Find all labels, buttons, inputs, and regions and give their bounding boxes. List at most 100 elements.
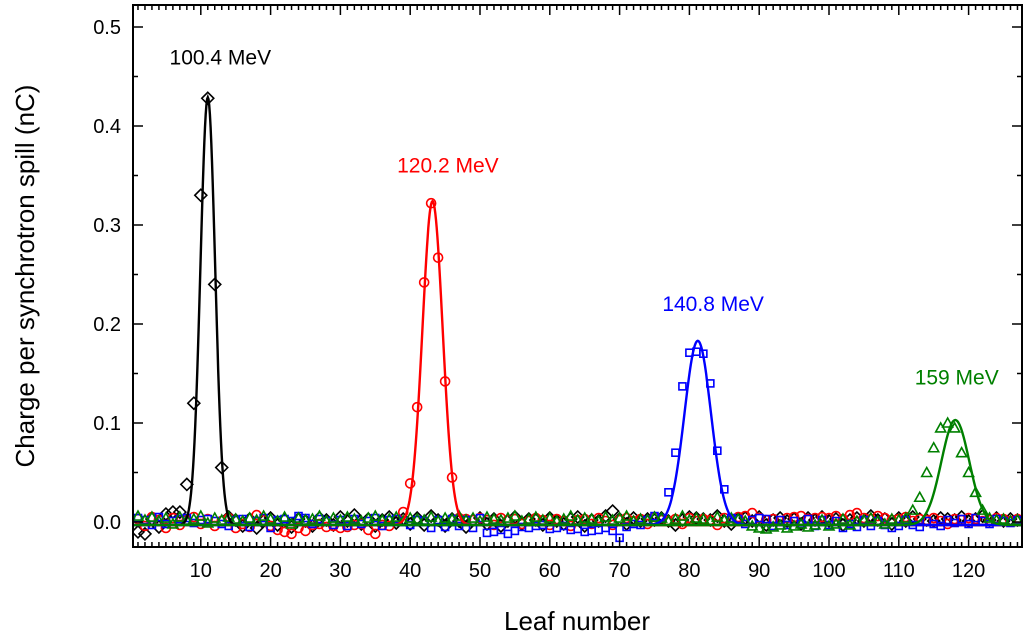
x-axis-label: Leaf number [504,606,650,636]
data-point [948,421,961,433]
data-point [369,528,381,540]
series-layer [133,91,1022,543]
data-point [341,510,354,522]
data-point [278,510,291,522]
x-tick-label: 90 [748,560,770,582]
data-point [671,448,680,458]
data-point [404,478,416,489]
data-point [746,507,758,519]
fit-curve [133,93,1022,527]
data-point [608,526,617,536]
data-point [410,512,424,524]
data-point [503,529,513,539]
data-point [186,396,201,411]
data-point [915,522,925,532]
data-point [424,508,439,524]
fit-curve [133,418,1022,527]
data-point [279,526,290,538]
y-tick-label: 0.0 [93,512,121,534]
data-point [508,509,522,521]
series-circle [133,197,1022,540]
data-point [969,485,982,498]
data-point [927,441,941,453]
data-point [194,509,208,521]
data-point [564,509,578,521]
data-point [286,528,297,540]
data-point [913,490,927,503]
data-point [166,517,180,529]
data-point [440,522,450,532]
data-point [245,522,254,532]
data-point [257,509,270,521]
data-point [389,510,403,522]
data-point [724,511,738,523]
data-point [710,510,724,522]
data-point [452,509,466,521]
x-tick-label: 80 [678,560,700,582]
data-point [648,510,661,522]
x-tick-label: 110 [883,560,915,582]
data-point [864,511,878,523]
x-tick-label: 100 [812,560,845,582]
data-point [208,511,222,523]
data-point [285,517,298,529]
data-point [690,511,703,523]
peak-annotation: 120.2 MeV [397,155,499,178]
data-point [678,382,687,391]
data-point [976,503,989,515]
series-diamond [133,91,1022,542]
data-point [137,526,153,542]
data-point [899,511,913,523]
y-axis-label: Charge per synchrotron spill (nC) [10,85,40,468]
data-point [133,509,145,521]
data-point [955,446,968,458]
data-point [368,509,382,521]
data-point [713,446,722,456]
data-point [543,511,557,523]
data-point [634,512,647,524]
plot-area: 100.4 MeV 120.2 MeV 140.8 MeV 159 MeV [133,47,1022,543]
data-point [775,515,785,525]
y-tick-label: 0.1 [93,413,121,435]
x-tick-label: 30 [329,560,351,582]
x-tick-label: 60 [539,560,561,582]
data-point [300,525,311,537]
y-tick-label: 0.2 [93,314,121,336]
x-tick-label: 40 [399,560,421,582]
data-point [585,512,599,524]
axis-ticks: 10 20 30 40 50 60 70 80 90 100 110 120 0.0 0.1 0.2 0.3 0… [93,5,1022,582]
data-point [664,487,673,497]
data-point [292,511,305,523]
fit-curve [133,199,1022,527]
x-tick-label: 10 [190,560,212,582]
data-point [605,503,620,519]
peak-annotation: 100.4 MeV [170,47,272,70]
data-point [816,511,828,523]
data-point [963,512,974,524]
data-point [957,514,966,524]
data-point [941,416,955,428]
y-tick-label: 0.3 [93,215,121,237]
data-point [697,512,710,524]
data-point [173,510,187,522]
data-point [510,526,520,536]
x-tick-label: 50 [469,560,491,582]
data-point [599,510,612,522]
data-point [424,510,438,522]
data-point [752,521,766,533]
data-point [920,465,934,478]
data-point [997,512,1010,524]
series-square [133,347,1022,543]
series-triangle [133,416,1022,534]
data-point [836,512,850,524]
data-point [321,521,332,533]
data-point [487,512,501,524]
data-point [243,511,257,523]
peak-annotation: 159 MeV [915,366,999,389]
data-point [229,512,243,524]
data-point [794,517,808,529]
data-point [438,511,452,523]
data-point [466,511,480,523]
x-tick-label: 120 [952,560,985,582]
